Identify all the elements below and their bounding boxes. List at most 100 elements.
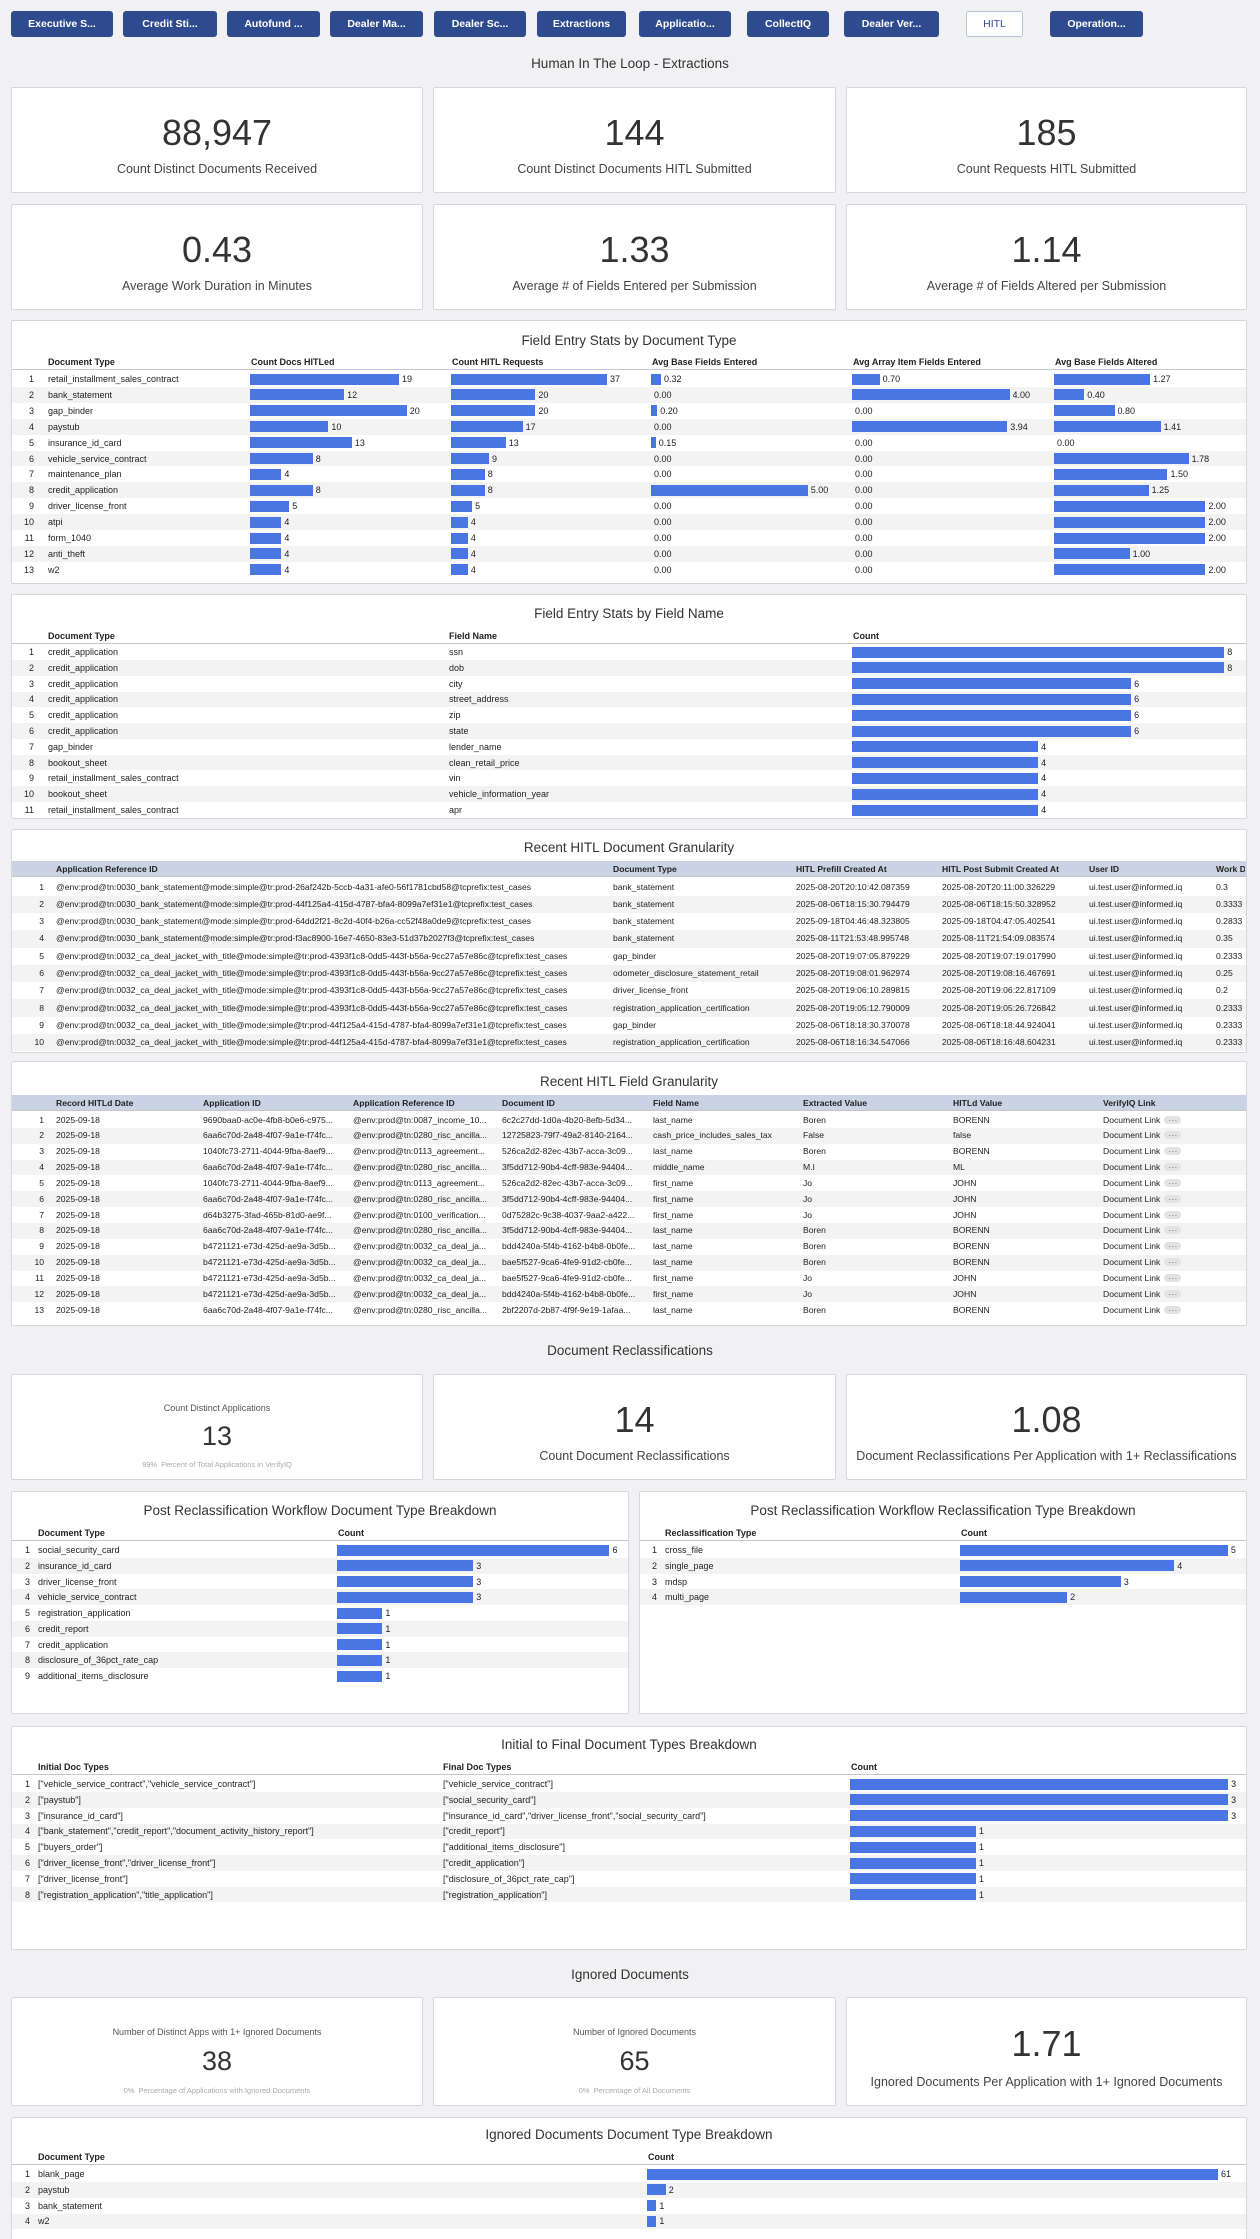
nav-tab[interactable]: Dealer Ver... (844, 11, 939, 37)
cell[interactable]: Document Link (1103, 1240, 1243, 1253)
cell[interactable]: Document Link (1103, 1161, 1243, 1174)
nav-tab[interactable]: Applicatio... (639, 11, 731, 37)
cell: 0.2333 (1216, 950, 1243, 961)
cell: 2025-09-18 (56, 1257, 100, 1268)
bar-label: 2.00 (1208, 533, 1226, 543)
nav-tab[interactable]: Operation... (1050, 11, 1143, 37)
row-number: 4 (39, 933, 44, 944)
bar (1054, 389, 1085, 401)
row-number: 8 (24, 1655, 30, 1666)
bar-label: 37 (610, 374, 621, 384)
bar-label: 4 (284, 548, 290, 559)
bar-label: 0.00 (855, 564, 873, 575)
cell: 1040fc73-2711-4044-9fba-8aef9... (203, 1177, 333, 1188)
row-number: 4 (28, 421, 34, 432)
cell: 6aa6c70d-2a48-4f07-9a1e-f74fc... (203, 1130, 333, 1141)
bar (647, 2184, 666, 2196)
column-header: Initial Doc Types (38, 1762, 109, 1772)
kpi-label: Ignored Documents Per Application with 1… (870, 2074, 1223, 2089)
cell: Jo (803, 1177, 813, 1188)
cell: additional_items_disclosure (38, 1671, 149, 1681)
row-shade (12, 1223, 1246, 1239)
bar-label: 9 (491, 453, 497, 464)
cell[interactable]: Document Link (1103, 1288, 1243, 1301)
bar (1054, 421, 1161, 433)
bar-label: 2 (1070, 1592, 1076, 1603)
row-shade (12, 1620, 628, 1637)
row-number: 5 (39, 950, 44, 961)
cell: ["bank_statement","credit_report","docum… (38, 1826, 314, 1837)
kpi-value: 185 (1016, 111, 1077, 153)
panel (433, 1374, 836, 1480)
cell: ui.test.user@informed.iq (1089, 1019, 1183, 1030)
bar (250, 373, 399, 385)
nav-tab[interactable]: Executive S... (11, 11, 113, 37)
cell: driver_license_front (38, 1576, 117, 1587)
cell: 526ca2d2-82ec-43b7-acca-3c09... (502, 1177, 633, 1188)
row-number: 6 (39, 968, 44, 978)
cell[interactable]: Document Link (1103, 1272, 1243, 1285)
cell: 2025-08-20T19:06:10.289815 (796, 985, 910, 996)
bar-label: 1 (659, 2216, 665, 2227)
nav-tab[interactable]: Extractions (537, 11, 626, 37)
cell: w2 (38, 2216, 50, 2227)
cell: bank_statement (613, 916, 675, 927)
cell: JOHN (953, 1209, 977, 1220)
bar-label: 2.00 (1208, 564, 1226, 575)
cell[interactable]: Document Link (1103, 1256, 1243, 1269)
row-number: 8 (24, 1889, 30, 1900)
bar (850, 1841, 977, 1853)
panel (11, 204, 423, 310)
row-shade (12, 1286, 1246, 1303)
nav-tab[interactable]: HITL (966, 11, 1023, 37)
nav-tab[interactable]: CollectIQ (747, 11, 829, 37)
row-number: 1 (39, 1114, 44, 1125)
nav-tab[interactable]: Credit Sti... (123, 11, 217, 37)
nav-tab[interactable]: Autofund ... (227, 11, 320, 37)
cell: 2025-09-18 (56, 1162, 100, 1173)
bar-label: 6 (1134, 694, 1140, 705)
nav-tab[interactable]: Dealer Ma... (330, 11, 423, 37)
column-header: Field Name (449, 631, 498, 641)
cell[interactable]: Document Link (1103, 1129, 1243, 1142)
bar (1054, 373, 1151, 385)
section-title: Ignored Documents (571, 1966, 689, 1982)
cell: 2025-09-18 (56, 1225, 100, 1236)
cell: gap_binder (48, 405, 94, 416)
cell: retail_installment_sales_contract (48, 773, 179, 784)
cell: ["disclosure_of_36pct_rate_cap"] (443, 1873, 575, 1884)
row-number: 9 (39, 1241, 44, 1252)
cell[interactable]: Document Link (1103, 1114, 1243, 1127)
cell[interactable]: Document Link (1103, 1209, 1243, 1222)
cell: 2bf2207d-2b87-4f9f-9e19-1afaa... (502, 1304, 631, 1315)
nav-tab[interactable]: Dealer Sc... (434, 11, 526, 37)
kpi-caption: Count Distinct Applications (163, 1402, 271, 1413)
cell[interactable]: Document Link (1103, 1193, 1243, 1206)
cell: cash_price_includes_sales_tax (653, 1130, 772, 1141)
cell: ["paystub"] (38, 1794, 81, 1805)
bar (852, 709, 1132, 721)
bar (852, 725, 1132, 737)
row-number: 2 (39, 898, 44, 909)
cell: 2025-08-20T19:06:22.817109 (942, 985, 1056, 996)
cell: ui.test.user@informed.iq (1089, 881, 1183, 892)
bar-label: 4 (1041, 805, 1047, 815)
kpi-value: 38 (201, 2045, 233, 2076)
row-number: 2 (28, 389, 34, 400)
bar (1054, 500, 1206, 512)
cell[interactable]: Document Link (1103, 1177, 1243, 1190)
cell[interactable]: Document Link (1103, 1145, 1243, 1158)
bar-label: 3 (476, 1592, 482, 1603)
cell[interactable]: Document Link (1103, 1224, 1243, 1237)
cell: 12725823-79f7-49a2-8140-2164... (502, 1130, 633, 1141)
bar (451, 532, 468, 544)
table-title: Post Reclassification Workflow Reclassif… (750, 1502, 1136, 1518)
cell: @env:prod@tn:0280_risc_ancilla... (353, 1225, 488, 1236)
bar (250, 389, 345, 401)
cell: registration_application (38, 1608, 131, 1618)
bar (1054, 564, 1206, 576)
bar-label: 0.00 (855, 533, 873, 543)
cell: 3f5dd712-90b4-4cff-983e-94404... (502, 1225, 633, 1236)
cell[interactable]: Document Link (1103, 1304, 1243, 1317)
bar (1054, 516, 1206, 528)
